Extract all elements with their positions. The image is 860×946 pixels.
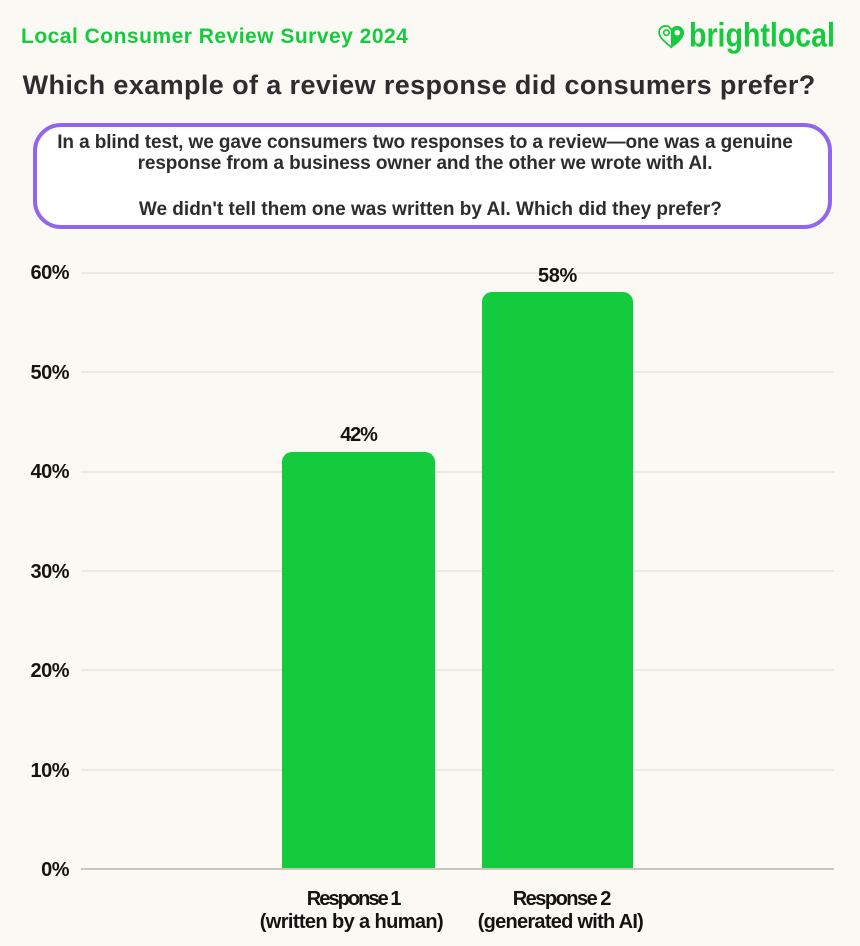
svg-text:brightlocal: brightlocal xyxy=(689,17,835,55)
